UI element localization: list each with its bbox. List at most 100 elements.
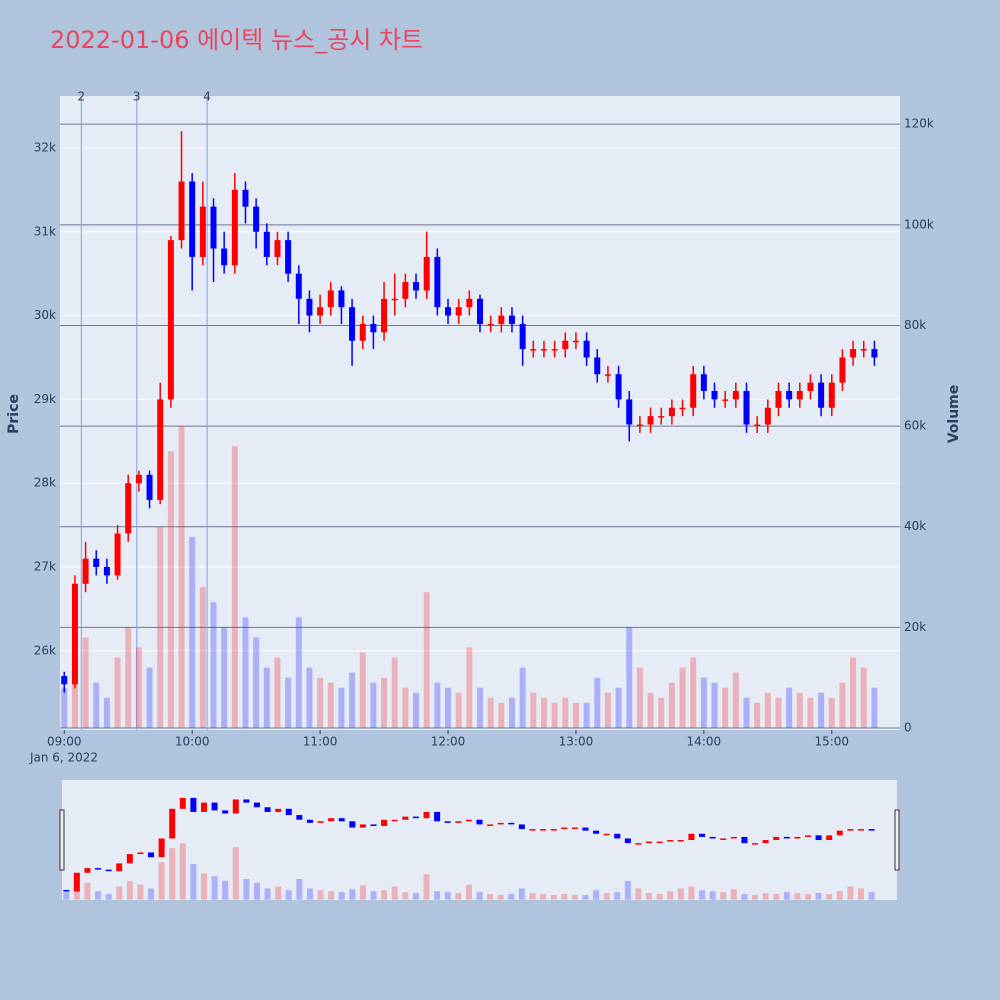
mini-candle-body	[624, 838, 631, 844]
candle-body	[295, 273, 302, 299]
volume-bar	[306, 667, 313, 728]
y2-tick-label: 40k	[904, 519, 926, 533]
mini-candle-body	[656, 841, 663, 844]
x-tick-label: 13:00	[559, 735, 594, 749]
mini-candle-body	[582, 827, 589, 831]
mini-candle-body	[359, 824, 366, 828]
candle-body	[562, 340, 569, 350]
candle-body	[349, 307, 356, 341]
candle-body	[711, 391, 718, 400]
mini-volume-bar	[529, 893, 536, 900]
mini-candle-body	[773, 836, 780, 841]
mini-candle-body	[105, 869, 112, 872]
mini-volume-bar	[465, 884, 472, 900]
candle-body	[253, 206, 260, 232]
candle-body	[807, 382, 814, 392]
volume-bar	[562, 697, 569, 728]
candle-body	[423, 256, 430, 291]
mini-candle-body	[804, 835, 811, 837]
candle-body	[508, 315, 515, 324]
volume-bar	[338, 687, 345, 728]
mini-candle-body	[179, 797, 186, 809]
mini-volume-bar	[656, 894, 663, 900]
mini-candle-body	[328, 818, 335, 822]
mini-candle-body	[137, 852, 144, 855]
candle-body	[839, 357, 846, 383]
y2-axis-title: Volume	[946, 385, 962, 444]
mini-candle-body	[148, 852, 155, 858]
y2-tick-label: 60k	[904, 419, 926, 433]
candle-body	[157, 399, 164, 500]
mini-candle-body	[338, 818, 345, 822]
mini-volume-bar	[752, 894, 759, 900]
candle-body	[359, 323, 366, 341]
candle-body	[338, 290, 345, 308]
candle-body	[189, 181, 196, 257]
mini-candle-body	[540, 829, 547, 831]
mini-candle-body	[317, 821, 324, 823]
mini-candle-body	[211, 802, 218, 811]
volume-bar	[583, 702, 590, 728]
candle-body	[604, 374, 611, 376]
mini-volume-bar	[624, 880, 631, 900]
volume-bar	[349, 672, 356, 728]
slider-handle[interactable]	[59, 809, 65, 871]
mini-volume-bar	[232, 847, 239, 900]
mini-candle-body	[487, 824, 494, 826]
mini-volume-bar	[306, 888, 313, 900]
mini-volume-bar	[285, 890, 292, 900]
mini-volume-bar	[275, 886, 282, 900]
mini-candle-body	[158, 838, 165, 858]
mini-candle-body	[434, 811, 441, 822]
volume-bar	[231, 446, 238, 728]
candle-body	[477, 298, 483, 324]
mini-volume-bar	[815, 893, 822, 900]
candle-body	[636, 424, 643, 427]
candle-body	[551, 349, 558, 351]
mini-candle-body	[699, 833, 706, 837]
volume-bar	[189, 536, 196, 728]
volume-bar	[540, 697, 547, 728]
volume-bar	[125, 627, 132, 728]
range-slider[interactable]	[62, 780, 897, 900]
candle-body	[818, 382, 825, 408]
mini-volume-bar	[444, 892, 451, 900]
volume-bar	[530, 692, 537, 728]
candle-body	[615, 374, 622, 400]
plot-area	[60, 96, 900, 730]
slider-handle[interactable]	[894, 809, 900, 871]
mini-volume-bar	[211, 876, 218, 900]
candle-body	[850, 349, 857, 358]
mini-volume-bar	[243, 879, 250, 900]
mini-volume-bar	[190, 864, 197, 900]
y-tick-label: 32k	[34, 140, 56, 154]
volume-bar	[807, 697, 814, 728]
mini-candle-body	[63, 889, 70, 892]
candle-body	[583, 340, 590, 358]
mini-volume-bar	[370, 891, 377, 900]
mini-volume-bar	[126, 880, 133, 900]
volume-bar	[317, 677, 324, 728]
candle-body	[754, 424, 761, 427]
mini-volume-bar	[773, 894, 780, 900]
candle-body	[242, 189, 249, 207]
mini-candle-body	[402, 816, 409, 820]
volume-bar	[764, 692, 771, 728]
mini-volume-bar	[95, 891, 102, 900]
volume-bar	[615, 687, 622, 728]
mini-candle-body	[465, 819, 472, 822]
y2-tick-label: 20k	[904, 620, 926, 634]
candle-body	[370, 323, 377, 333]
candle-body	[658, 416, 665, 418]
candle-body	[786, 391, 793, 400]
mini-volume-bar	[868, 892, 875, 900]
volume-bar	[445, 687, 452, 728]
news-label: 4	[203, 90, 211, 104]
mini-candle-body	[370, 824, 377, 826]
x-tick-label: 14:00	[687, 735, 722, 749]
candle-body	[668, 407, 675, 417]
candle-body	[391, 298, 398, 301]
mini-candle-body	[857, 829, 864, 831]
volume-bar	[285, 677, 292, 728]
